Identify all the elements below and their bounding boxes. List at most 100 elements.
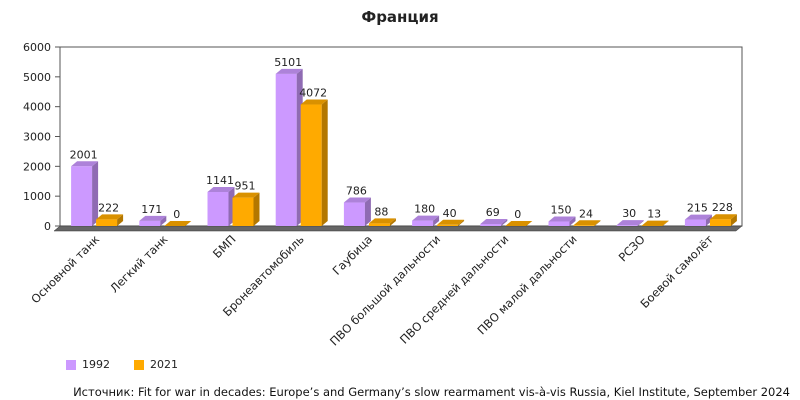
bar-2021 [232, 197, 254, 226]
data-label-1992: 2001 [70, 148, 98, 161]
bar-side-2021 [321, 99, 328, 226]
data-label-2021: 40 [443, 207, 457, 220]
bar-top-1992 [480, 218, 508, 224]
x-tick-label: Основной танк [28, 232, 102, 306]
bar-top-1992 [412, 215, 440, 221]
bar-side-2021 [389, 218, 396, 226]
bar-2021 [573, 225, 595, 226]
bar-2021 [437, 224, 459, 226]
y-tick-label: 2000 [23, 160, 51, 173]
data-label-1992: 150 [551, 204, 572, 217]
bar-top-2021 [300, 99, 328, 105]
bar-side-1992 [569, 216, 576, 226]
data-label-1992: 180 [414, 203, 435, 216]
bar-1992 [275, 73, 297, 227]
bar-1992 [616, 225, 638, 226]
legend-item-1992: 1992 [66, 358, 110, 371]
bar-top-1992 [275, 68, 303, 74]
bar-top-1992 [207, 186, 235, 192]
bar-1992 [139, 220, 161, 226]
bar-top-2021 [164, 221, 192, 226]
bar-top-2021 [368, 218, 396, 224]
bar-top-1992 [139, 215, 167, 221]
bar-2021 [709, 219, 731, 226]
legend: 1992 2021 [66, 358, 178, 371]
bar-top-1992 [548, 216, 576, 222]
bar-1992 [412, 220, 434, 226]
bar-top-1992 [684, 214, 712, 220]
bar-side-1992 [637, 220, 644, 226]
bar-side-1992 [705, 214, 712, 226]
y-tick-label: 4000 [23, 101, 51, 114]
data-label-1992: 215 [687, 202, 708, 215]
data-label-2021: 222 [98, 201, 119, 214]
bar-side-2021 [253, 192, 260, 226]
bar-top-2021 [641, 220, 669, 226]
bar-top-2021 [573, 220, 601, 226]
data-label-2021: 0 [514, 208, 521, 221]
bar-1992 [207, 191, 229, 226]
chart-title: Франция [361, 8, 439, 26]
bar-top-2021 [437, 219, 465, 225]
bar-1992 [343, 202, 365, 226]
bar-1992 [684, 219, 706, 226]
bar-side-2021 [662, 220, 669, 226]
legend-swatch-1992 [66, 359, 76, 370]
bar-side-2021 [117, 214, 124, 226]
data-label-2021: 88 [374, 205, 388, 218]
x-tick-label: Гаубица [330, 232, 375, 277]
data-label-2021: 0 [173, 208, 180, 221]
bar-top-1992 [71, 161, 99, 167]
bar-2021 [368, 223, 390, 226]
bar-top-1992 [616, 220, 644, 226]
bar-top-2021 [232, 192, 260, 198]
x-tick-label: ПВО средней дальности [397, 232, 511, 346]
data-label-1992: 1141 [206, 174, 234, 187]
y-tick-label: 1000 [23, 190, 51, 203]
data-label-2021: 951 [235, 180, 256, 193]
data-label-1992: 786 [346, 185, 367, 198]
bar-side-1992 [160, 215, 167, 226]
x-tick-label: РСЗО [616, 232, 648, 264]
y-tick-label: 0 [44, 220, 51, 233]
y-tick-label: 6000 [23, 41, 51, 54]
x-tick-label: Боевой самолёт [637, 232, 716, 311]
bar-side-2021 [730, 214, 737, 226]
y-tick-label: 3000 [23, 131, 51, 144]
data-label-2021: 13 [647, 208, 661, 221]
legend-swatch-2021 [134, 359, 144, 370]
data-label-1992: 30 [622, 207, 636, 220]
plot-frame [59, 46, 743, 227]
legend-label-1992: 1992 [82, 358, 110, 371]
y-tick-label: 5000 [23, 71, 51, 84]
bar-2021 [96, 219, 118, 226]
bar-top-1992 [343, 197, 371, 203]
data-label-1992: 69 [486, 206, 500, 219]
bar-side-1992 [433, 215, 440, 226]
data-label-2021: 4072 [299, 87, 327, 100]
plot-floor [53, 225, 743, 232]
data-label-2021: 228 [712, 201, 733, 214]
bar-top-2021 [709, 214, 737, 220]
x-tick-label: ПВО большой дальности [327, 232, 443, 348]
data-label-1992: 5101 [274, 56, 302, 69]
bar-1992 [71, 166, 93, 226]
bar-side-1992 [92, 161, 99, 226]
bar-side-1992 [364, 197, 371, 226]
bar-top-2021 [96, 214, 124, 220]
source-note: Источник: Fit for war in decades: Europe… [73, 385, 790, 399]
x-tick-label: Легкий танк [107, 232, 170, 295]
legend-item-2021: 2021 [134, 358, 178, 371]
x-tick-label: БМП [210, 232, 239, 261]
bar-side-2021 [458, 219, 465, 226]
bar-1992 [548, 221, 570, 226]
data-label-2021: 24 [579, 207, 593, 220]
data-label-1992: 171 [141, 203, 162, 216]
bar-top-2021 [505, 221, 533, 226]
bar-2021 [300, 104, 322, 226]
bar-side-1992 [501, 218, 508, 226]
bar-side-2021 [594, 220, 601, 226]
legend-label-2021: 2021 [150, 358, 178, 371]
